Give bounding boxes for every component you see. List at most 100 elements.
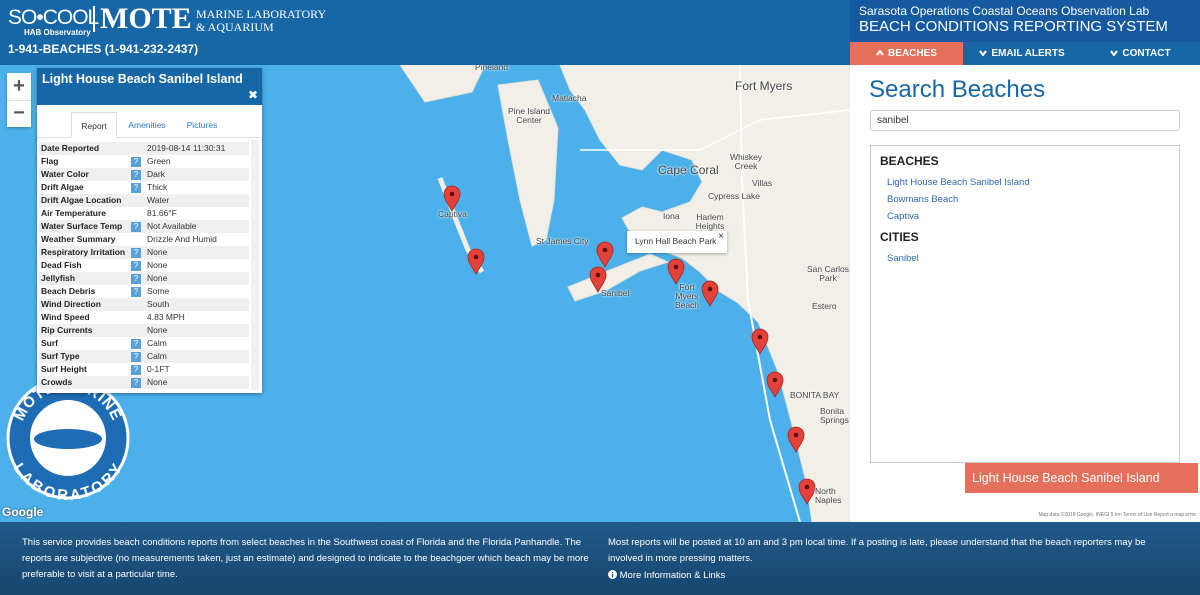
row-label: Flag: [41, 156, 59, 166]
row-value: 4.83 MPH: [147, 312, 185, 322]
nav-label: BEACHES: [888, 48, 937, 59]
map-marker[interactable]: [589, 266, 607, 293]
map-label: San Carlos Park: [806, 264, 850, 283]
footer-link[interactable]: More Information & Links: [619, 570, 726, 581]
row-value: Dark: [147, 169, 165, 179]
map-marker[interactable]: [766, 371, 784, 398]
system-name: BEACH CONDITIONS REPORTING SYSTEM: [859, 18, 1168, 35]
result-item[interactable]: Bowmans Beach: [887, 194, 959, 205]
help-icon[interactable]: ?: [131, 339, 141, 349]
marker-dot: [707, 286, 713, 292]
row-label: Water Color: [41, 169, 89, 179]
chevron: [979, 50, 988, 57]
row-value: 2019-08-14 11:30:31: [147, 143, 226, 153]
row-label: Beach Debris: [41, 286, 96, 296]
help-icon[interactable]: ?: [131, 378, 141, 388]
map-label: Fort Myers: [735, 79, 793, 93]
tab[interactable]: Pictures: [186, 120, 218, 130]
map-label: St James City: [536, 236, 589, 246]
marine-lab: MARINE LABORATORY: [196, 7, 327, 21]
map-marker[interactable]: [751, 328, 769, 355]
panel-title: Light House Beach Sanibel Island: [42, 72, 243, 86]
marker-dot: [473, 254, 479, 260]
marker-pin: [443, 185, 461, 212]
row-label: Air Temperature: [41, 208, 107, 218]
help-icon[interactable]: ?: [131, 274, 141, 284]
report-row: Wind Direction South: [39, 298, 249, 311]
report-row: Drift Algae? Thick: [39, 181, 249, 194]
result-item[interactable]: Light House Beach Sanibel Island: [887, 177, 1030, 188]
nav-item[interactable]: CONTACT: [1081, 42, 1200, 65]
chevron: [1110, 50, 1119, 57]
zoom-in[interactable]: +: [13, 75, 25, 97]
row-value: Some: [147, 286, 170, 296]
google-logo: Google: [2, 505, 44, 519]
map-label: Iona: [663, 211, 680, 221]
map-label: Whiskey Creek: [729, 152, 763, 171]
socool-logo: SO•COOL: [8, 6, 99, 29]
row-value: Green: [147, 156, 171, 166]
map-label: Villas: [752, 178, 773, 188]
row-value: Calm: [147, 351, 167, 361]
map-marker[interactable]: [787, 426, 805, 453]
zoom-out[interactable]: −: [7, 100, 31, 127]
popup-title: Lynn Hall Beach Park: [635, 236, 717, 246]
marker-dot: [602, 247, 608, 253]
row-label: Jellyfish: [41, 273, 76, 283]
help-icon[interactable]: ?: [131, 352, 141, 362]
row-value: None: [147, 260, 168, 270]
nav-item[interactable]: BEACHES: [850, 42, 963, 65]
help-icon[interactable]: ?: [131, 261, 141, 271]
footer-left: This service provides beach conditions r…: [22, 537, 589, 580]
nav-item[interactable]: EMAIL ALERTS: [963, 42, 1081, 65]
hab-label: HAB Observatory: [24, 28, 91, 37]
help-icon[interactable]: ?: [131, 222, 141, 232]
result-item[interactable]: Sanibel: [887, 253, 919, 264]
result-heading: BEACHES: [880, 154, 939, 168]
org-name: Sarasota Operations Coastal Oceans Obser…: [859, 4, 1150, 18]
help-icon[interactable]: ?: [131, 183, 141, 193]
help-icon[interactable]: ?: [131, 170, 141, 180]
map-marker[interactable]: [443, 185, 461, 212]
map-marker[interactable]: [701, 280, 719, 307]
map-label: Estero: [812, 301, 837, 311]
help-icon[interactable]: ?: [131, 248, 141, 258]
search-panel: Search Beaches sanibel BEACHES Light Hous…: [850, 65, 1200, 522]
panel-header: Light House Beach Sanibel Island ✖: [37, 68, 262, 105]
map-label: Pineland: [475, 65, 509, 72]
marker-pin: [467, 248, 485, 275]
map-marker[interactable]: [467, 248, 485, 275]
search-input[interactable]: sanibel: [870, 110, 1180, 131]
marker-dot: [804, 484, 810, 490]
row-label: Crowds: [41, 377, 73, 387]
help-icon[interactable]: ?: [131, 287, 141, 297]
selected-beach[interactable]: Light House Beach Sanibel Island: [965, 463, 1198, 493]
report-row: Crowds? None: [39, 376, 249, 389]
map-marker[interactable]: [596, 241, 614, 268]
row-label: Respiratory Irritation: [41, 247, 126, 257]
divider: [93, 6, 95, 32]
tab[interactable]: Report: [71, 112, 117, 138]
map-marker[interactable]: [798, 478, 816, 505]
marker-dot: [793, 432, 799, 438]
row-value: Not Available: [147, 221, 197, 231]
report-row: Water Color? Dark: [39, 168, 249, 181]
marker-pin: [596, 241, 614, 268]
result-item[interactable]: Captiva: [887, 211, 920, 222]
report-row: Water Surface Temp? Not Available: [39, 220, 249, 233]
map-canvas: [399, 65, 850, 522]
help-icon[interactable]: ?: [131, 365, 141, 375]
search-title: Search Beaches: [869, 76, 1046, 103]
report-row: Beach Debris? Some: [39, 285, 249, 298]
tab[interactable]: Amenities: [128, 120, 166, 130]
marker-dot: [772, 377, 778, 383]
map-label: North Naples: [815, 486, 842, 505]
map-attribution: Map data ©2019 Google, INEGI 5 km Terms …: [1038, 512, 1196, 518]
marker-dot: [449, 191, 455, 197]
panel-close[interactable]: ✖: [247, 88, 258, 102]
map-marker[interactable]: [667, 258, 685, 285]
help-icon[interactable]: ?: [131, 157, 141, 167]
popup-close[interactable]: ×: [718, 231, 724, 242]
row-value: None: [147, 247, 168, 257]
